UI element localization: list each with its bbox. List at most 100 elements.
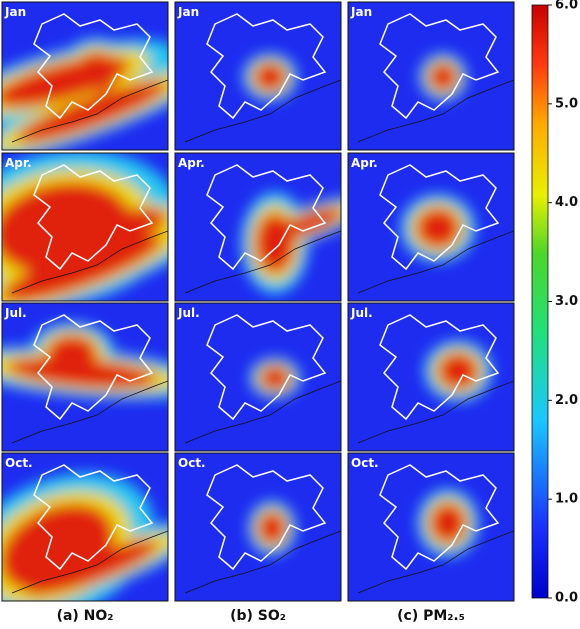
panel-content bbox=[348, 153, 514, 301]
coastline bbox=[357, 230, 514, 294]
coastline bbox=[11, 79, 168, 143]
map-panel: Jan bbox=[1, 1, 169, 151]
blob bbox=[260, 366, 290, 390]
colorbar bbox=[531, 4, 549, 599]
month-label: Oct. bbox=[351, 456, 379, 470]
region-outline bbox=[33, 164, 154, 271]
month-label: Jan bbox=[177, 5, 199, 19]
region-outline bbox=[206, 13, 327, 120]
region-outline bbox=[379, 464, 500, 571]
coastline bbox=[184, 230, 341, 294]
panel-content bbox=[175, 2, 341, 150]
region-outline bbox=[206, 464, 327, 571]
coastline bbox=[357, 79, 514, 143]
colorbar-tick-label: 3.0 bbox=[555, 294, 578, 309]
panel-content bbox=[2, 453, 168, 601]
blob bbox=[47, 335, 97, 371]
blob bbox=[276, 207, 341, 239]
region-outline bbox=[206, 164, 327, 271]
colorbar-tick-label: 0.0 bbox=[555, 591, 578, 606]
blob bbox=[416, 208, 460, 248]
blob bbox=[430, 503, 466, 543]
blob bbox=[2, 234, 163, 301]
map-panel: Jul. bbox=[174, 302, 342, 452]
map-panel: Apr. bbox=[347, 152, 515, 302]
blob bbox=[438, 353, 478, 389]
region-outline bbox=[379, 13, 500, 120]
map-panel: Apr. bbox=[1, 152, 169, 302]
map-panel: Oct. bbox=[174, 452, 342, 602]
region-outline bbox=[33, 314, 154, 421]
concentration bbox=[2, 472, 168, 601]
blob bbox=[75, 52, 119, 92]
concentration bbox=[400, 194, 476, 262]
panel-border bbox=[1, 152, 169, 302]
panel-content bbox=[175, 453, 341, 601]
coastline bbox=[357, 530, 514, 594]
region-outline bbox=[379, 314, 500, 421]
coastline bbox=[184, 530, 341, 594]
panel-content bbox=[348, 2, 514, 150]
concentration bbox=[242, 53, 298, 101]
coastline bbox=[11, 230, 168, 294]
month-label: Jul. bbox=[177, 306, 200, 320]
month-label: Jul. bbox=[350, 306, 373, 320]
panel-content bbox=[175, 153, 341, 301]
colorbar-tick-label: 4.0 bbox=[555, 195, 578, 210]
map-panel: Oct. bbox=[1, 452, 169, 602]
colorbar-tick-label: 2.0 bbox=[555, 393, 578, 408]
panel-content bbox=[175, 303, 341, 451]
map-panel: Jan bbox=[347, 1, 515, 151]
map-panel: Jan bbox=[174, 1, 342, 151]
region-outline bbox=[33, 464, 154, 571]
panel-border bbox=[347, 152, 515, 302]
region-outline bbox=[33, 13, 154, 120]
colorbar-tick-label: 5.0 bbox=[555, 96, 578, 111]
coastline bbox=[11, 380, 168, 444]
blob bbox=[16, 81, 168, 143]
concentration bbox=[417, 489, 479, 557]
month-label: Oct. bbox=[178, 456, 206, 470]
map-panel: Oct. bbox=[347, 452, 515, 602]
concentration bbox=[248, 500, 296, 556]
blob bbox=[26, 540, 158, 596]
blob bbox=[254, 63, 286, 91]
blob bbox=[429, 63, 457, 91]
map-panel: Apr. bbox=[174, 152, 342, 302]
concentration bbox=[249, 357, 301, 399]
month-label: Apr. bbox=[351, 156, 378, 170]
coastline bbox=[11, 530, 168, 594]
panel-border bbox=[1, 302, 169, 452]
column-caption: (a) NO₂ bbox=[57, 608, 114, 624]
map-panel: Jul. bbox=[347, 302, 515, 452]
panel-content bbox=[2, 153, 168, 301]
panel-border bbox=[347, 1, 515, 151]
coastline bbox=[357, 380, 514, 444]
coastline bbox=[184, 380, 341, 444]
panel-border bbox=[1, 452, 169, 602]
blob bbox=[258, 512, 286, 544]
colorbar-tick-label: 1.0 bbox=[555, 492, 578, 507]
column-caption: (c) PM₂.₅ bbox=[397, 608, 465, 624]
panel-content bbox=[2, 2, 168, 150]
panel-border bbox=[347, 302, 515, 452]
month-label: Jan bbox=[350, 5, 372, 19]
column-caption: (b) SO₂ bbox=[230, 608, 286, 624]
concentration bbox=[2, 153, 168, 301]
region-outline bbox=[379, 164, 500, 271]
month-label: Jul. bbox=[4, 306, 27, 320]
panel-border bbox=[174, 302, 342, 452]
panel-content bbox=[348, 453, 514, 601]
region-outline bbox=[206, 314, 327, 421]
concentration bbox=[2, 322, 168, 400]
month-label: Oct. bbox=[5, 456, 33, 470]
panel-border bbox=[1, 1, 169, 151]
panel-border bbox=[174, 152, 342, 302]
month-label: Apr. bbox=[178, 156, 205, 170]
panel-border bbox=[347, 452, 515, 602]
concentration bbox=[424, 340, 492, 402]
panel-content bbox=[2, 303, 168, 451]
coastline bbox=[184, 79, 341, 143]
month-label: Apr. bbox=[5, 156, 32, 170]
